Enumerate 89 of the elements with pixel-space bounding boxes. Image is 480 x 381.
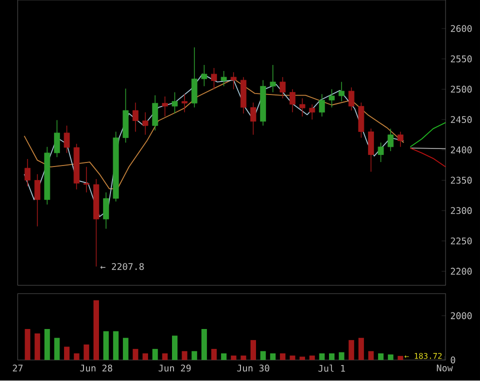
line-series: [410, 122, 446, 148]
bar: [368, 351, 374, 360]
candlestick: [318, 94, 325, 118]
candlestick: [368, 128, 374, 172]
candlestick: [24, 158, 30, 187]
bar: [93, 300, 99, 360]
candlestick: [230, 72, 237, 90]
bar: [260, 351, 266, 360]
candlestick: [309, 104, 316, 120]
candlestick: [182, 94, 188, 113]
candlestick: [162, 96, 168, 118]
bar: [74, 354, 80, 360]
bar: [221, 354, 227, 360]
bar: [192, 351, 198, 360]
bar: [309, 356, 315, 360]
bar: [329, 354, 334, 360]
candlestick: [64, 125, 70, 154]
annotation: ← 2207.8: [100, 263, 144, 270]
bar: [398, 356, 404, 360]
bar: [44, 329, 50, 360]
bar: [162, 354, 168, 360]
x-tick-label: Jun 28: [80, 364, 112, 372]
bar: [24, 329, 30, 360]
bar: [54, 338, 60, 360]
candlestick: [397, 131, 404, 148]
candlestick: [201, 64, 208, 87]
bar: [211, 349, 217, 360]
bar: [348, 340, 354, 360]
y-tick-label: 2550: [450, 56, 472, 63]
candlestick: [132, 102, 138, 132]
bar: [280, 354, 286, 360]
bar: [64, 346, 70, 360]
bar: [358, 338, 364, 360]
candlestick: [270, 64, 276, 93]
bar: [84, 344, 90, 360]
candlestick: [338, 82, 345, 102]
candlestick: [250, 102, 256, 136]
candlestick: [378, 142, 384, 163]
bar: [201, 329, 207, 360]
candlestick: [348, 87, 354, 112]
candlestick: [328, 88, 335, 108]
candlestick: [280, 76, 286, 99]
line-series: [410, 148, 446, 168]
candlestick: [34, 174, 40, 227]
y-tick-label: 2600: [450, 25, 472, 32]
x-tick-label: Jul 1: [318, 364, 345, 372]
bar: [142, 354, 148, 360]
candlestick: [172, 92, 178, 114]
bar: [250, 340, 256, 360]
candlestick: [211, 68, 217, 90]
candlestick: [388, 128, 394, 152]
y-tick-label: 2250: [450, 238, 472, 245]
candlestick: [103, 192, 109, 230]
candlestick: [54, 120, 60, 158]
bar: [122, 338, 128, 360]
y-tick-label: 2300: [450, 207, 472, 214]
x-tick-label: Jun 29: [158, 364, 191, 372]
candlestick: [152, 95, 158, 132]
x-tick-label: Now: [436, 364, 453, 372]
candlestick: [142, 112, 148, 136]
bar: [172, 336, 178, 360]
bar: [182, 351, 188, 360]
y-tick-label: 2450: [450, 116, 472, 124]
bar: [270, 354, 276, 360]
candlestick: [83, 166, 90, 193]
x-tick-label: Jun 30: [237, 364, 270, 372]
y-tick-label: 2500: [450, 86, 472, 93]
y-tick-label: 0: [450, 356, 456, 364]
candlestick: [220, 70, 227, 87]
y-tick-label: 2400: [450, 146, 472, 154]
y-tick-label: 2350: [450, 176, 472, 184]
y-tick-label: 2000: [450, 312, 472, 320]
bar: [103, 331, 109, 360]
bar: [378, 354, 384, 360]
bar: [132, 349, 138, 360]
bar: [388, 354, 394, 360]
x-tick-label: 27: [12, 364, 23, 372]
bar: [230, 356, 236, 360]
bar: [290, 356, 296, 360]
bar: [240, 356, 246, 360]
bar: [300, 356, 306, 360]
bar: [152, 349, 158, 360]
bar: [34, 334, 40, 360]
candlestick: [299, 98, 306, 118]
y-tick-label: 2200: [450, 268, 472, 275]
bar: [338, 352, 344, 360]
bar: [113, 331, 119, 360]
candlestick: [290, 88, 296, 113]
bar: [319, 354, 325, 360]
